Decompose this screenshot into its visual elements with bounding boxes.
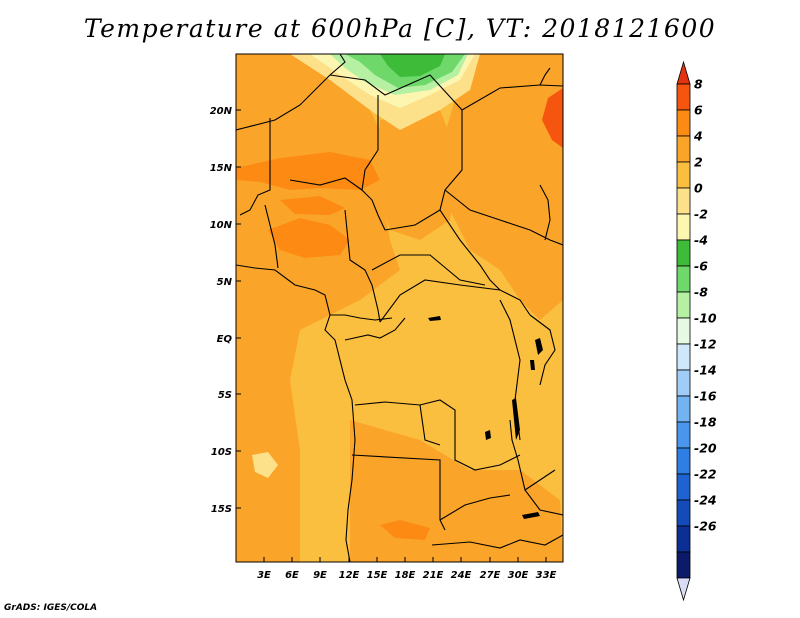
colorbar-label: 2	[694, 155, 703, 170]
lat-axis: 20N 15N 10N 5N EQ 5S 10S 15S	[210, 106, 233, 515]
chart-title: Temperature at 600hPa [C], VT: 201812160…	[83, 14, 717, 43]
lon-label: 27E	[480, 570, 501, 581]
lon-label: 30E	[508, 570, 529, 581]
colorbar-swatch	[676, 213, 691, 241]
colorbar-label: 4	[693, 129, 703, 144]
colorbar-label: -14	[694, 363, 717, 378]
lon-label: 6E	[285, 570, 299, 581]
lon-label: 33E	[536, 570, 557, 581]
colorbar-swatch	[676, 83, 691, 111]
colorbar-label: -22	[694, 467, 717, 482]
colorbar-bottom-arrow	[676, 577, 691, 602]
colorbar-swatch	[676, 369, 691, 397]
colorbar-swatch	[676, 473, 691, 501]
colorbar: 8 6 4 2 0 -2 -4 -6 -8 -10 -12 -14 -16 -18 -20 -22 -24 -26	[676, 60, 717, 602]
colorbar-label: -24	[694, 493, 717, 508]
lat-label: 10S	[211, 447, 232, 458]
colorbar-swatch	[676, 499, 691, 527]
colorbar-swatch	[676, 239, 691, 267]
lon-label: 18E	[395, 570, 416, 581]
field-hot-south	[380, 520, 430, 540]
colorbar-label: 0	[694, 181, 703, 196]
lat-label: EQ	[217, 334, 233, 345]
lat-label: 5N	[217, 277, 233, 288]
colorbar-swatch	[676, 265, 691, 293]
colorbar-top-arrow	[676, 60, 691, 85]
field-hot-east	[542, 88, 563, 148]
colorbar-swatch	[676, 551, 691, 579]
map-frame	[235, 53, 564, 563]
colorbar-label: -26	[694, 519, 717, 534]
lon-label: 15E	[367, 570, 388, 581]
lon-label: 21E	[423, 570, 444, 581]
lat-label: 5S	[218, 390, 232, 401]
lat-label: 20N	[210, 106, 233, 117]
lon-axis: 3E 6E 9E 12E 15E 18E 21E 24E 27E 30E 33E	[257, 570, 556, 581]
field-hot-sahel	[236, 152, 380, 190]
credit-text: GrADS: IGES/COLA	[4, 603, 98, 613]
colorbar-swatch	[676, 317, 691, 345]
colorbar-label: -18	[694, 415, 717, 430]
colorbar-label: -2	[694, 207, 708, 222]
map-panel	[236, 54, 563, 562]
colorbar-swatch	[676, 187, 691, 215]
lat-label: 15N	[210, 163, 233, 174]
lakes	[428, 316, 543, 519]
colorbar-label: -10	[694, 311, 717, 326]
lon-label: 12E	[339, 570, 360, 581]
colorbar-swatch	[676, 161, 691, 189]
field-warm-east	[440, 54, 563, 320]
field-hot-nigeria-2	[280, 196, 345, 215]
field-cool-spot	[252, 452, 278, 478]
field-cold-core-center	[380, 54, 445, 77]
field-hot-nigeria	[268, 218, 350, 258]
colorbar-swatch	[676, 109, 691, 137]
colorbar-label: -4	[694, 233, 708, 248]
colorbar-swatch	[676, 525, 691, 553]
colorbar-label: -20	[694, 441, 717, 456]
colorbar-label: 6	[694, 103, 703, 118]
colorbar-swatch	[676, 135, 691, 163]
lon-label: 3E	[257, 570, 271, 581]
lat-label: 15S	[211, 504, 232, 515]
lon-label: 9E	[313, 570, 327, 581]
colorbar-label: -8	[694, 285, 708, 300]
colorbar-swatch	[676, 291, 691, 319]
colorbar-swatch	[676, 343, 691, 371]
colorbar-label: -12	[694, 337, 717, 352]
field-warm-central	[375, 110, 460, 240]
lat-label: 10N	[210, 220, 233, 231]
lon-label: 24E	[451, 570, 472, 581]
colorbar-swatch	[676, 421, 691, 449]
colorbar-swatch	[676, 447, 691, 475]
colorbar-label: 8	[694, 77, 703, 92]
colorbar-swatch	[676, 395, 691, 423]
map-ticks	[236, 109, 547, 562]
colorbar-label: -16	[694, 389, 717, 404]
colorbar-label: -6	[694, 259, 708, 274]
